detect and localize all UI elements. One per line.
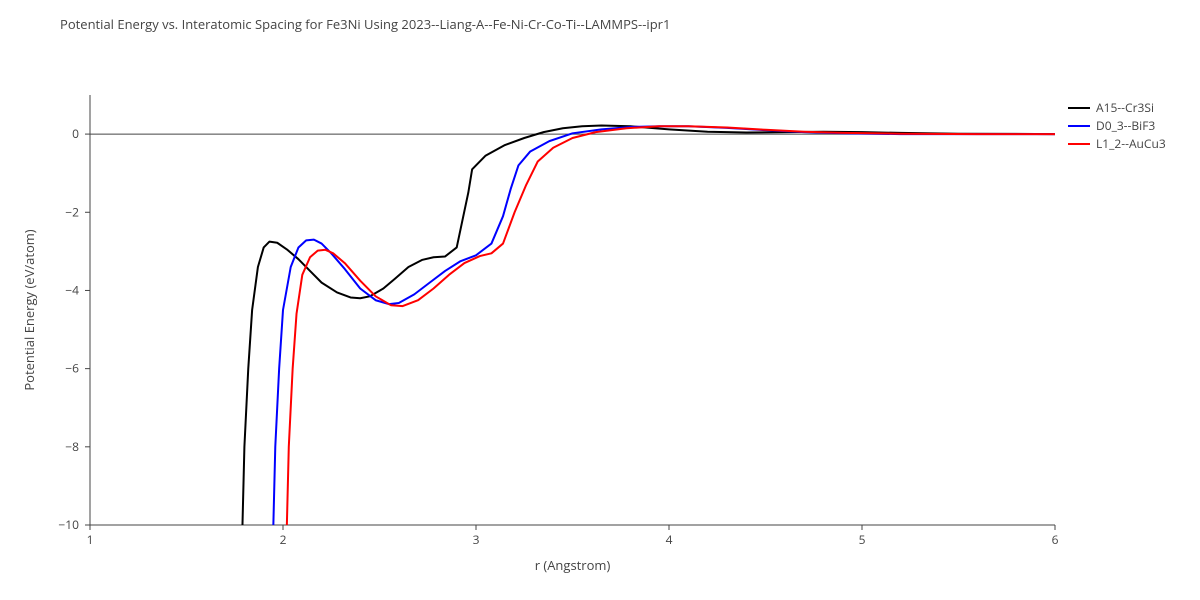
- chart-title: Potential Energy vs. Interatomic Spacing…: [60, 15, 670, 33]
- x-tick-label: 1: [87, 531, 94, 548]
- x-tick-label: 6: [1052, 531, 1059, 548]
- x-tick-label: 2: [280, 531, 287, 548]
- legend-label[interactable]: A15--Cr3Si: [1096, 99, 1154, 116]
- y-tick-label: −8: [65, 438, 79, 455]
- y-tick-label: −10: [58, 516, 79, 533]
- legend-label[interactable]: L1_2--AuCu3: [1096, 135, 1166, 152]
- x-tick-label: 3: [473, 531, 480, 548]
- legend-label[interactable]: D0_3--BiF3: [1096, 117, 1155, 134]
- y-tick-label: −6: [65, 360, 79, 377]
- y-axis-label: Potential Energy (eV/atom): [20, 229, 38, 390]
- y-tick-label: 0: [72, 125, 79, 142]
- x-tick-label: 4: [666, 531, 673, 548]
- plot-group: [242, 125, 1055, 525]
- series-line[interactable]: [287, 126, 1055, 525]
- series-line[interactable]: [242, 125, 1055, 525]
- y-tick-label: −2: [65, 203, 79, 220]
- series-line[interactable]: [273, 126, 1055, 525]
- x-axis-label: r (Angstrom): [535, 556, 611, 574]
- chart-container: Potential Energy vs. Interatomic Spacing…: [0, 0, 1200, 600]
- x-tick-label: 5: [859, 531, 866, 548]
- chart-svg: 1 2 3 4 5 6 r (Angstrom) −10 −8 −6 −4 −2 0 Potential …: [0, 0, 1200, 600]
- y-tick-label: −4: [65, 281, 79, 298]
